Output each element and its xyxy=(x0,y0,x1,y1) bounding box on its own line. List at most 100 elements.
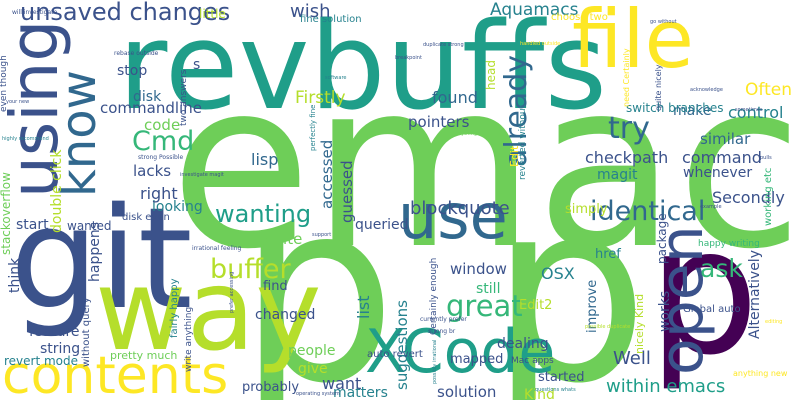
word-suggestions-51: suggestions xyxy=(395,300,410,390)
word-pulls-133: pulls xyxy=(760,156,772,161)
word-package-86: package xyxy=(656,213,668,264)
word-sometimes-136: sometimes xyxy=(735,108,763,113)
word-certainly-enough-112: Certainly enough xyxy=(430,258,439,335)
word-write-anything-109: write anything xyxy=(185,307,194,372)
word-probably-58: probably xyxy=(242,381,299,394)
word-choose-two-100: choose two xyxy=(551,13,608,23)
word-double-click-70: double click xyxy=(50,150,64,233)
word-lacks-64: lacks xyxy=(133,164,171,179)
word-global-auto-89: Global auto xyxy=(683,305,741,315)
word-prefer-accessing-129: prefer accessing xyxy=(230,272,235,313)
word-switch-branches-35: switch branches xyxy=(626,102,723,114)
word-lisp-38: lisp xyxy=(251,152,278,168)
word-mac-apps-96: Mac apps xyxy=(511,357,554,366)
word-magit-32: magit xyxy=(597,168,637,182)
word-everything-128: everything xyxy=(450,132,477,137)
word-s-107: s xyxy=(193,58,200,72)
word-quite-61: quite xyxy=(264,232,302,247)
word-perfectly-fine-113: perfectly fine xyxy=(310,105,317,151)
word-similar-30: similar xyxy=(700,132,750,147)
word-example-134: example xyxy=(700,205,722,210)
word-rebase-outside-106: rebase outside xyxy=(114,51,158,57)
word-queried-41: queried xyxy=(355,218,409,232)
word-acknowledge-123: acknowledge xyxy=(690,88,723,93)
word-stop-68: stop xyxy=(117,64,147,78)
word-reverted-without-101: reverted without xyxy=(519,105,528,180)
word-right-63: right xyxy=(140,186,178,202)
word-works-84: works xyxy=(658,291,672,332)
word-working-etc-93: working etc xyxy=(764,168,774,226)
word-guessed-40: guessed xyxy=(340,160,355,223)
word-little-69: little xyxy=(199,8,226,20)
word-without-query-108: without query xyxy=(82,297,92,367)
word-pretty-much-79: pretty much xyxy=(110,350,177,361)
word-need-certainly-102: need Certainly xyxy=(623,48,631,107)
word-mapped-83: mapped xyxy=(450,353,503,366)
word-checkpath-31: checkpath xyxy=(585,150,668,166)
word-alternatively-43: Alternatively xyxy=(748,250,762,339)
word-disk-even-110: disk even xyxy=(122,213,170,223)
word-found-37: found xyxy=(432,90,478,106)
word-fairly-happy-97: fairly happy xyxy=(170,279,180,339)
word-try-16: try xyxy=(608,114,650,144)
word-dealing-82: dealing xyxy=(497,337,549,351)
word-href-87: href xyxy=(595,248,621,261)
word-people-57: people xyxy=(288,344,335,358)
word-anything-new-95: anything new xyxy=(733,370,787,378)
word-whenever-33: whenever xyxy=(683,166,752,180)
word-command-29: command xyxy=(682,150,762,166)
word-nicely-kind-88: nicely Kind xyxy=(634,294,645,354)
word-currently-prefer-117: currently prefer xyxy=(420,317,467,323)
word-possibly-irrational-130: possibly irrational xyxy=(433,340,438,384)
word-blockquote-21: blockquote xyxy=(410,200,510,218)
word-editing-132: editing xyxy=(765,320,782,325)
word-software-127: software xyxy=(325,76,346,81)
word-started-81: started xyxy=(538,371,585,384)
word-window-46: window xyxy=(450,262,507,277)
word-think-74: think xyxy=(8,258,22,293)
word-simply-80: simply xyxy=(565,203,608,216)
word-within-emacs-44: within emacs xyxy=(606,378,725,396)
word-handled-outside-124: handled outside xyxy=(520,42,560,47)
word-often-27: Often xyxy=(745,82,792,99)
word-duplicate-strong-126: duplicate strong xyxy=(423,43,464,48)
word-edit2-49: Edit2 xyxy=(519,299,552,312)
word-find-60: find xyxy=(263,280,288,293)
word-osx-48: OSX xyxy=(541,266,575,282)
word-auto-revert-90: auto revert xyxy=(367,350,423,360)
word-questions-whats-118: questions whats xyxy=(535,388,576,393)
word-fine-solution-99: fine solution xyxy=(300,15,362,25)
word-will-investigate-105: will investigate xyxy=(12,10,57,16)
word-start-73: start xyxy=(16,218,49,232)
word-possible-duplicate-119: possible duplicate xyxy=(585,325,630,330)
word-solution-52: solution xyxy=(437,385,496,400)
word-stackoverflow-78: stackoverflow xyxy=(0,172,12,255)
word-your-new-135: your new xyxy=(6,100,29,105)
word-pointers-36: pointers xyxy=(408,115,469,130)
word-list-50: list xyxy=(356,296,372,320)
word-still-47: still xyxy=(476,282,500,296)
word-feature-75: feature xyxy=(29,325,80,339)
word-breakpoint-125: breakpoint xyxy=(395,56,422,61)
word-operating-system-120: operating system xyxy=(296,392,340,397)
word-irrational-feeling-114: irrational feeling xyxy=(192,246,241,252)
word-quite-nicely-103: quite nicely xyxy=(655,64,663,111)
word-firstly-26: Firstly xyxy=(295,90,346,107)
word-give-56: give xyxy=(298,362,328,376)
word-go-without-122: go without xyxy=(650,20,677,25)
word-disk-67: disk xyxy=(133,90,161,104)
word-changed-59: changed xyxy=(255,308,315,322)
word-two-answers-98: two answers xyxy=(180,70,189,126)
word-strong-possible-111: strong Possible xyxy=(138,155,183,161)
word-wanted-72: wanted xyxy=(67,220,111,232)
word-strong-br-116: strong br xyxy=(428,329,455,335)
word-head-91: head xyxy=(485,60,497,90)
word-highly-recommend-121: highly recommend xyxy=(2,137,49,142)
word-accessed-39: accessed xyxy=(320,140,335,209)
word-support-131: support xyxy=(312,233,331,238)
word-happy-writing-94: happy writing xyxy=(698,240,760,249)
word-want-55: want xyxy=(322,376,361,392)
word-code-65: code xyxy=(144,118,180,133)
word-revert-mode-77: revert mode xyxy=(4,355,78,367)
